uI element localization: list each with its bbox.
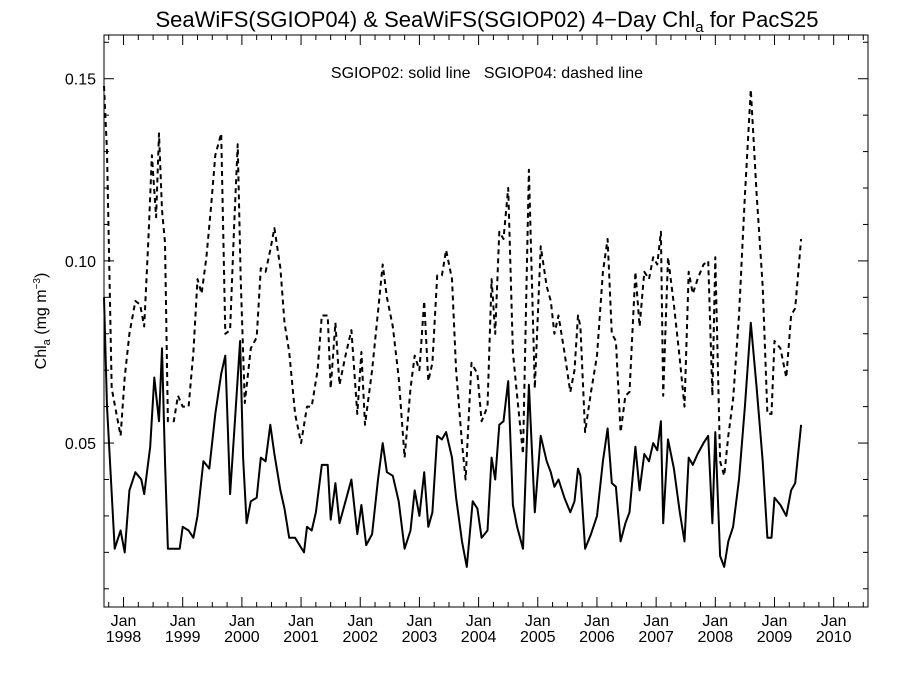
x-tick-label-month: Jan <box>584 613 610 630</box>
y-axis-label: Chla (mg m−3) <box>32 273 53 370</box>
x-tick-label-month: Jan <box>347 613 373 630</box>
chart-title: SeaWiFS(SGIOP04) & SeaWiFS(SGIOP02) 4−Da… <box>155 7 818 36</box>
x-tick-label-year: 2008 <box>698 629 734 646</box>
x-tick-label-month: Jan <box>525 613 551 630</box>
y-tick-label: 0.10 <box>65 254 96 271</box>
y-axis: 0.05 0.10 0.15 <box>65 41 868 590</box>
y-tick-label: 0.05 <box>65 436 96 453</box>
series-layer <box>103 85 803 568</box>
x-tick-label-month: Jan <box>229 613 255 630</box>
x-tick-label-year: 2001 <box>283 629 319 646</box>
x-tick-label-year: 2003 <box>402 629 438 646</box>
x-tick-label-year: 2004 <box>461 629 497 646</box>
x-tick-label-year: 2010 <box>816 629 852 646</box>
x-tick-label-month: Jan <box>466 613 492 630</box>
x-tick-label-month: Jan <box>643 613 669 630</box>
x-tick-label-year: 1998 <box>106 629 142 646</box>
x-axis: Jan1998Jan1999Jan2000Jan2001Jan2002Jan20… <box>106 35 864 646</box>
x-tick-label-year: 2009 <box>757 629 793 646</box>
x-tick-label-month: Jan <box>288 613 314 630</box>
x-tick-label-month: Jan <box>762 613 788 630</box>
x-tick-label-year: 2005 <box>520 629 556 646</box>
x-tick-label-month: Jan <box>821 613 847 630</box>
x-tick-label-year: 2000 <box>224 629 260 646</box>
x-tick-label-year: 2002 <box>342 629 378 646</box>
x-tick-label-year: 2006 <box>579 629 615 646</box>
series-legend-annotation: SGIOP02: solid line SGIOP04: dashed line <box>331 65 643 82</box>
x-tick-label-year: 2007 <box>638 629 674 646</box>
x-tick-label-year: 1999 <box>165 629 201 646</box>
x-tick-label-month: Jan <box>170 613 196 630</box>
x-tick-label-month: Jan <box>111 613 137 630</box>
series-line-sgiop02 <box>103 297 803 568</box>
y-tick-label: 0.15 <box>65 72 96 89</box>
series-line-sgiop04 <box>103 85 803 481</box>
x-tick-label-month: Jan <box>702 613 728 630</box>
x-tick-label-month: Jan <box>407 613 433 630</box>
